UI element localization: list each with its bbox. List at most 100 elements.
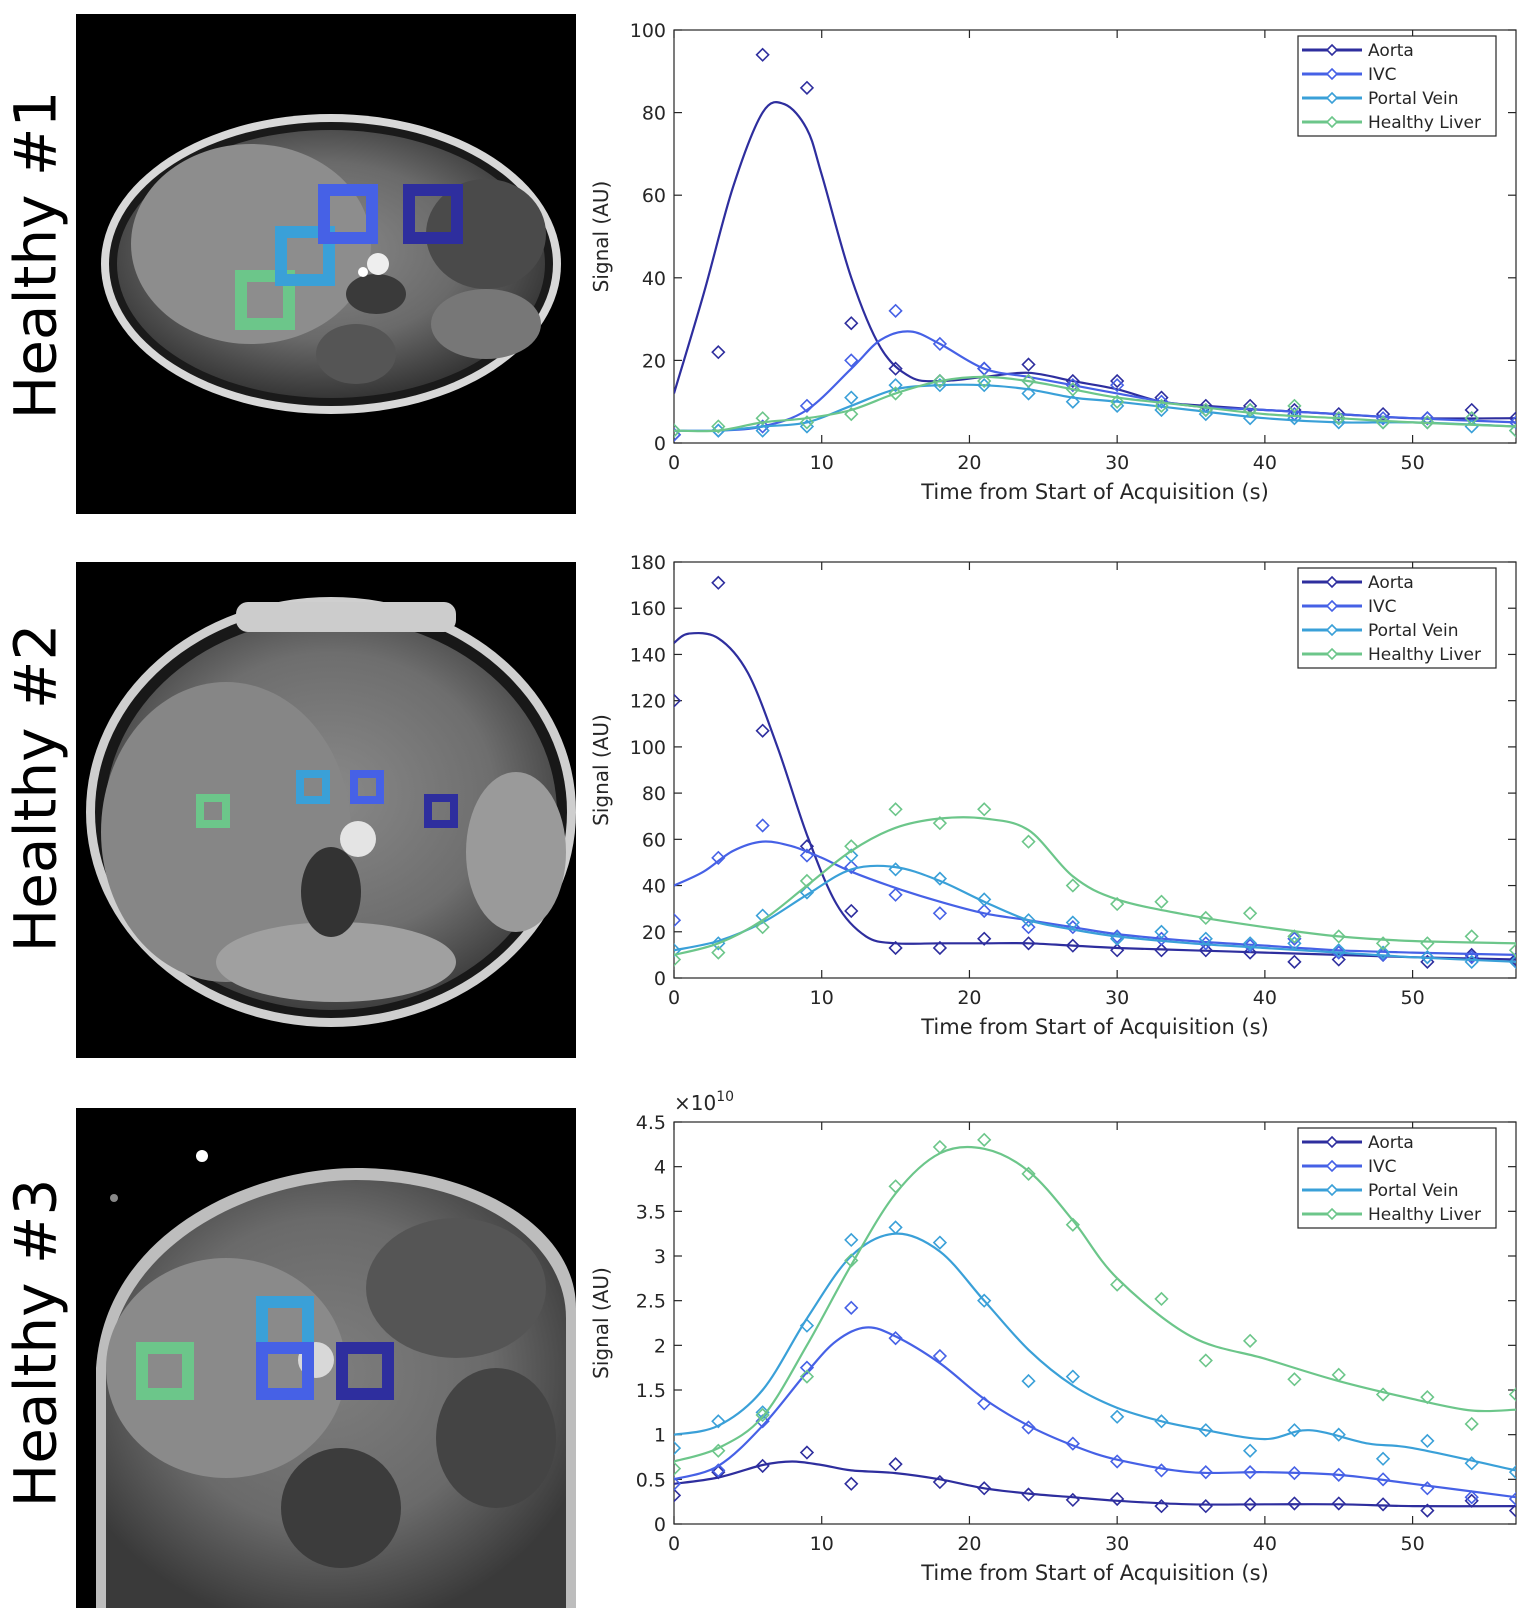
fit-line-healthy-liver bbox=[674, 1145, 1516, 1463]
liver-region bbox=[101, 682, 351, 982]
data-point-portal-vein bbox=[1375, 1451, 1391, 1466]
x-tick-label: 30 bbox=[1105, 452, 1129, 474]
roi-liver bbox=[136, 1342, 194, 1400]
data-point-portal-vein bbox=[799, 1318, 815, 1333]
signal-plot-2: 0 20 40 60 80 100 120 140 160 180 0 10 20 30 40 50 Time … bbox=[589, 552, 1517, 1039]
data-point-portal-vein bbox=[1242, 1443, 1258, 1458]
data-point-aorta bbox=[1331, 1496, 1346, 1511]
x-tick-label: 50 bbox=[1401, 1533, 1425, 1555]
data-point-aorta bbox=[1198, 943, 1213, 958]
row-label-2: Healthy #2 bbox=[1, 623, 69, 952]
data-point-portal-vein bbox=[1198, 1423, 1213, 1438]
chart-healthy-3: 0 0.5 1 1.5 2 2.5 3 3.5 4 4.5 0 10 20 30 40 50 Time from… bbox=[588, 1080, 1526, 1610]
data-point-aorta bbox=[1242, 945, 1258, 960]
data-point-aorta bbox=[1287, 954, 1302, 969]
data-point-aorta bbox=[711, 1465, 726, 1480]
data-point-ivc bbox=[977, 903, 992, 919]
fit-line-ivc bbox=[674, 840, 1516, 956]
data-point-portal-vein bbox=[888, 862, 903, 877]
legend-label-ivc: IVC bbox=[1368, 1157, 1397, 1177]
data-point-ivc bbox=[1420, 411, 1435, 426]
data-point-healthy-liver bbox=[1508, 1387, 1516, 1402]
row-label-1: Healthy #1 bbox=[1, 90, 69, 420]
legend-label-portal-vein: Portal Vein bbox=[1368, 621, 1459, 641]
signal-plot-1: 0 20 40 60 80 100 0 10 20 30 40 50 Time from Start o… bbox=[589, 20, 1517, 504]
data-point-aorta bbox=[977, 1481, 992, 1496]
x-tick-label: 20 bbox=[957, 1533, 981, 1555]
data-point-ivc bbox=[1110, 1454, 1125, 1469]
data-point-aorta bbox=[1420, 1503, 1435, 1518]
data-point-ivc bbox=[755, 818, 770, 833]
data-point-ivc bbox=[1508, 1491, 1516, 1507]
data-point-ivc bbox=[1331, 945, 1346, 960]
x-tick-label: 20 bbox=[957, 452, 981, 474]
data-point-ivc bbox=[844, 1300, 859, 1315]
legend-marker-ivc bbox=[1325, 1159, 1339, 1173]
data-point-ivc bbox=[799, 398, 815, 413]
data-point-healthy-liver bbox=[1110, 896, 1125, 912]
data-point-aorta bbox=[932, 1474, 948, 1490]
legend-label-portal-vein: Portal Vein bbox=[1368, 89, 1459, 109]
data-point-healthy-liver bbox=[888, 386, 903, 401]
data-point-portal-vein bbox=[1242, 936, 1258, 951]
row-label-3: Healthy #3 bbox=[1, 1178, 69, 1507]
data-point-healthy-liver bbox=[844, 839, 859, 854]
data-point-ivc bbox=[1198, 1465, 1213, 1480]
data-point-healthy-liver bbox=[1021, 373, 1036, 389]
data-point-aorta bbox=[844, 1476, 859, 1491]
x-tick-label: 30 bbox=[1105, 987, 1129, 1009]
data-point-healthy-liver bbox=[932, 373, 948, 389]
data-point-ivc bbox=[1154, 1463, 1169, 1478]
x-tick-label: 0 bbox=[668, 987, 680, 1009]
liver-region bbox=[106, 1258, 346, 1478]
legend-label-aorta: Aorta bbox=[1368, 41, 1414, 61]
y-tick-label: 3.5 bbox=[636, 1201, 666, 1223]
x-tick-label: 50 bbox=[1401, 987, 1425, 1009]
data-point-healthy-liver bbox=[1198, 402, 1213, 418]
data-point-portal-vein bbox=[1464, 1456, 1479, 1471]
data-point-portal-vein bbox=[932, 1235, 948, 1250]
y-tick-label: 160 bbox=[630, 598, 666, 620]
y-axis-label: Signal (AU) bbox=[589, 181, 613, 293]
data-point-healthy-liver bbox=[1375, 415, 1391, 430]
x-tick-label: 40 bbox=[1253, 452, 1277, 474]
data-point-aorta bbox=[1110, 943, 1125, 958]
data-point-portal-vein bbox=[755, 423, 770, 438]
data-point-ivc bbox=[1508, 415, 1516, 430]
data-point-aorta bbox=[1242, 1497, 1258, 1512]
data-point-healthy-liver bbox=[888, 1179, 903, 1194]
data-point-healthy-liver bbox=[1021, 834, 1036, 849]
data-point-aorta bbox=[844, 316, 859, 331]
data-point-healthy-liver bbox=[1110, 394, 1125, 409]
mri-scan-1 bbox=[101, 114, 561, 414]
y-tick-label: 40 bbox=[642, 876, 666, 898]
y-tick-label: 120 bbox=[630, 691, 666, 713]
data-point-ivc bbox=[755, 419, 770, 434]
data-point-healthy-liver bbox=[1508, 943, 1516, 958]
data-point-ivc bbox=[1065, 1436, 1080, 1451]
data-point-healthy-liver bbox=[888, 802, 903, 817]
legend-label-aorta: Aorta bbox=[1368, 573, 1414, 593]
y-axis-label: Signal (AU) bbox=[589, 714, 613, 826]
data-point-healthy-liver bbox=[1464, 1416, 1479, 1432]
data-point-healthy-liver bbox=[1154, 1291, 1169, 1307]
y-tick-label: 60 bbox=[642, 185, 666, 207]
data-point-healthy-liver bbox=[1154, 398, 1169, 413]
data-point-ivc bbox=[799, 848, 815, 863]
x-tick-label: 0 bbox=[668, 452, 680, 474]
x-tick-label: 30 bbox=[1105, 1533, 1129, 1555]
chart-healthy-1: 0 20 40 60 80 100 0 10 20 30 40 50 Time from Start o… bbox=[588, 10, 1526, 530]
data-point-healthy-liver bbox=[1242, 1333, 1258, 1348]
y-exponent-label: ×1010 bbox=[674, 1089, 734, 1115]
data-point-aorta bbox=[888, 1457, 903, 1472]
data-point-portal-vein bbox=[799, 885, 815, 900]
data-point-ivc bbox=[1242, 1465, 1258, 1480]
data-point-healthy-liver bbox=[1287, 929, 1302, 944]
legend-marker-aorta bbox=[1325, 43, 1339, 57]
data-point-portal-vein bbox=[1110, 1409, 1125, 1424]
fit-line-aorta bbox=[674, 631, 1516, 961]
fit-line-portal-vein bbox=[674, 1232, 1516, 1472]
y-tick-label: 140 bbox=[630, 644, 666, 666]
data-point-ivc bbox=[1242, 938, 1258, 953]
data-point-healthy-liver bbox=[1065, 878, 1080, 893]
